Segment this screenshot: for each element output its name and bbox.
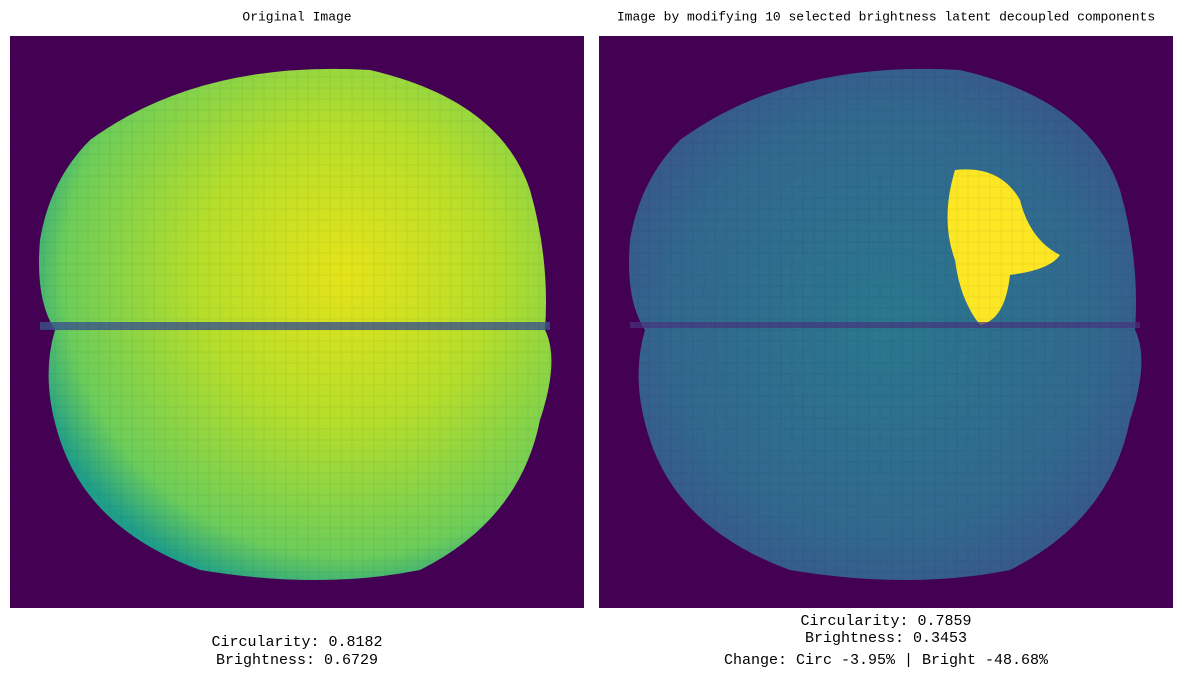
panel-title: Original Image: [242, 9, 351, 24]
caption-line: Brightness: 0.6729: [216, 652, 378, 669]
caption-line: Brightness: 0.3453: [805, 630, 967, 647]
pixel-grid: [599, 36, 1173, 608]
caption-line: Change: Circ -3.95% | Bright -48.68%: [724, 652, 1049, 669]
panel-title: Image by modifying 10 selected brightnes…: [617, 9, 1155, 24]
caption-line: Circularity: 0.8182: [211, 634, 382, 651]
caption-line: Circularity: 0.7859: [800, 613, 971, 630]
pixel-grid: [10, 36, 584, 608]
